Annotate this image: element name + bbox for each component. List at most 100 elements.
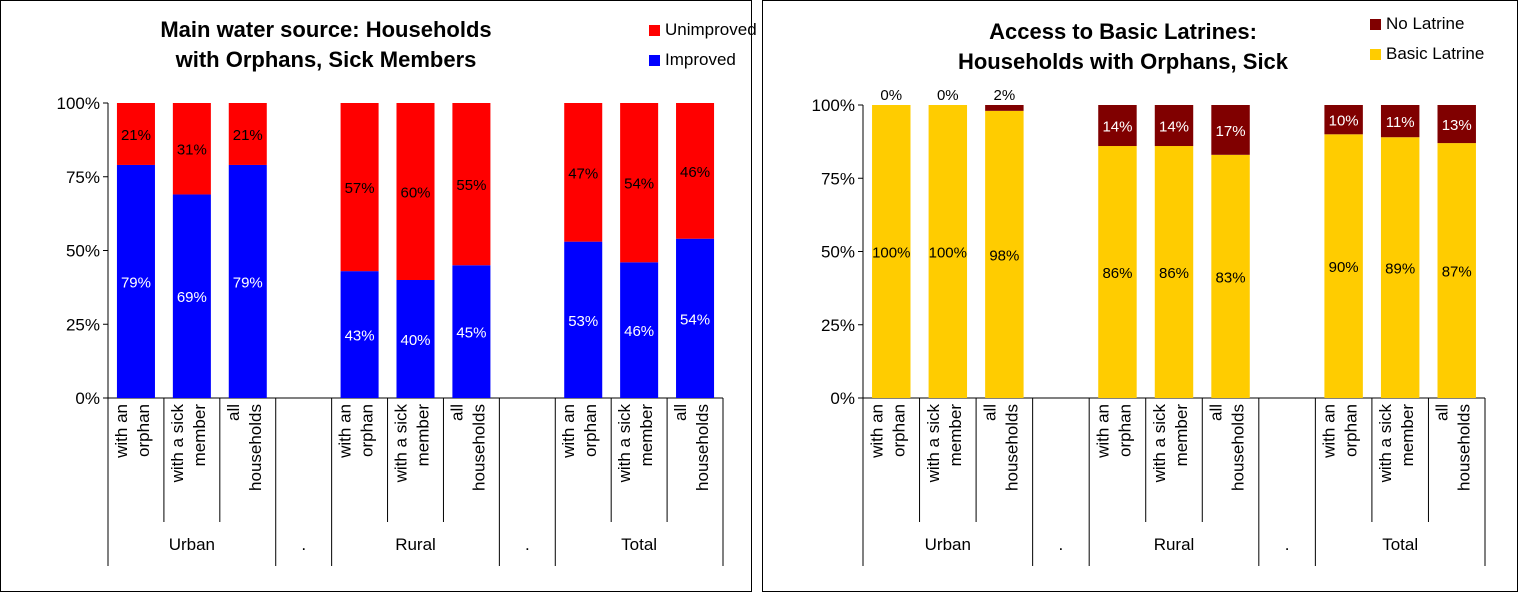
bar-segment-improved	[620, 262, 659, 398]
category-label: with an	[336, 404, 355, 459]
data-label: 21%	[233, 127, 263, 144]
data-label: 11%	[1386, 114, 1415, 131]
bar-segment-unimproved	[172, 103, 211, 195]
bar-segment-unimproved	[116, 103, 155, 165]
category-label: with a sick	[1150, 404, 1169, 484]
legend-item-basic-latrine: Basic Latrine	[1370, 39, 1484, 69]
category-label: with a sick	[168, 404, 187, 484]
data-label: 47%	[568, 165, 598, 182]
data-label: 100%	[872, 245, 910, 262]
category-label: all	[1433, 404, 1452, 421]
bar-segment-improved	[340, 271, 379, 398]
y-tick-label: 0%	[75, 389, 100, 408]
y-tick-label: 75%	[66, 168, 100, 187]
bar-segment-basic-latrine	[985, 110, 1024, 399]
bar-segment-unimproved	[396, 103, 435, 280]
data-label: 53%	[568, 313, 598, 330]
legend-item-improved: Improved	[649, 45, 757, 75]
data-label: 69%	[177, 289, 207, 306]
bar-segment-unimproved	[676, 103, 715, 239]
category-label: member	[190, 404, 209, 467]
data-label: 86%	[1102, 265, 1132, 282]
water-source-chart-svg: 0% 25% 50% 75% 100% 79% 21% 69% 31% 79% 21% 43% 57% 4…	[57, 94, 724, 566]
chart-title-line-1: Main water source: Households	[160, 17, 492, 42]
category-label: all	[980, 404, 999, 421]
data-label: 2%	[994, 87, 1016, 104]
y-tick-label: 100%	[812, 96, 855, 115]
data-label: 90%	[1329, 259, 1359, 276]
data-label: 55%	[456, 177, 486, 194]
category-label: with an	[867, 404, 886, 459]
legend-label: Unimproved	[665, 20, 757, 39]
data-label: 17%	[1216, 123, 1246, 140]
category-label: member	[637, 404, 656, 467]
group-label: .	[301, 535, 306, 554]
category-label: households	[1229, 404, 1248, 491]
legend-label: Improved	[665, 50, 736, 69]
y-tick-label: 25%	[66, 315, 100, 334]
category-label: households	[693, 404, 712, 491]
data-label: 13%	[1442, 117, 1472, 134]
data-label: 79%	[233, 274, 263, 291]
bar-segment-no-latrine	[1380, 105, 1420, 138]
bar-segment-unimproved	[452, 103, 491, 266]
bar-segment-unimproved	[564, 103, 603, 242]
y-tick-label: 75%	[821, 169, 855, 188]
category-label: all	[447, 404, 466, 421]
bar-segment-no-latrine	[1437, 105, 1476, 144]
water-source-chart-panel: Main water source: Households with Orpha…	[0, 0, 757, 592]
bar-segment-basic-latrine	[1154, 146, 1194, 398]
group-label: .	[1059, 535, 1064, 554]
category-label: orphan	[889, 404, 908, 457]
data-label: 87%	[1442, 264, 1472, 281]
legend-swatch	[649, 54, 660, 66]
y-tick-label: 0%	[830, 389, 855, 408]
data-label: 98%	[989, 247, 1019, 264]
legend-swatch	[649, 24, 660, 36]
category-label: member	[946, 404, 965, 467]
category-label: member	[414, 404, 433, 467]
category-label: orphan	[581, 404, 600, 457]
chart-title-line-2: with Orphans, Sick Members	[175, 47, 477, 72]
category-label: with an	[112, 404, 131, 459]
y-tick-label: 50%	[821, 243, 855, 262]
data-label: 43%	[345, 328, 375, 345]
data-label: 21%	[121, 127, 151, 144]
category-label: with a sick	[1376, 404, 1395, 484]
category-label: orphan	[1115, 404, 1134, 457]
y-tick-label: 50%	[66, 242, 100, 261]
bar-segment-unimproved	[340, 103, 379, 272]
data-label: 31%	[177, 142, 207, 159]
data-label: 54%	[624, 176, 654, 193]
category-label: with an	[559, 404, 578, 459]
bar-segment-no-latrine	[1211, 105, 1250, 155]
category-label: with a sick	[392, 404, 411, 484]
legend-swatch	[1370, 48, 1381, 60]
bar-segment-improved	[172, 194, 211, 398]
category-label: households	[469, 404, 488, 491]
category-label: all	[1207, 404, 1226, 421]
bar-segment-basic-latrine	[1211, 154, 1250, 398]
bar-segment-basic-latrine	[928, 105, 968, 398]
data-label: 14%	[1102, 119, 1132, 136]
data-label: 57%	[345, 180, 375, 197]
chart-title-line-2: Households with Orphans, Sick	[957, 49, 1289, 74]
latrine-chart-panel: Access to Basic Latrines: Households wit…	[762, 0, 1518, 592]
data-label: 100%	[929, 245, 967, 262]
bar-segment-improved	[396, 280, 435, 398]
chart-legend: No Latrine Basic Latrine	[1370, 9, 1484, 69]
data-label: 0%	[937, 87, 959, 104]
bar-segment-basic-latrine	[1380, 137, 1420, 399]
bar-segment-no-latrine	[1098, 105, 1137, 147]
category-label: all	[224, 404, 243, 421]
category-label: households	[1002, 404, 1021, 491]
bar-segment-basic-latrine	[1324, 134, 1363, 399]
category-label: all	[671, 404, 690, 421]
bar-segment-basic-latrine	[1437, 143, 1476, 398]
group-label: Urban	[169, 535, 215, 554]
bar-segment-basic-latrine	[1098, 146, 1137, 398]
data-label: 54%	[680, 311, 710, 328]
bar-segment-basic-latrine	[872, 105, 911, 398]
bar-segment-improved	[564, 241, 603, 398]
data-label: 40%	[400, 332, 430, 349]
